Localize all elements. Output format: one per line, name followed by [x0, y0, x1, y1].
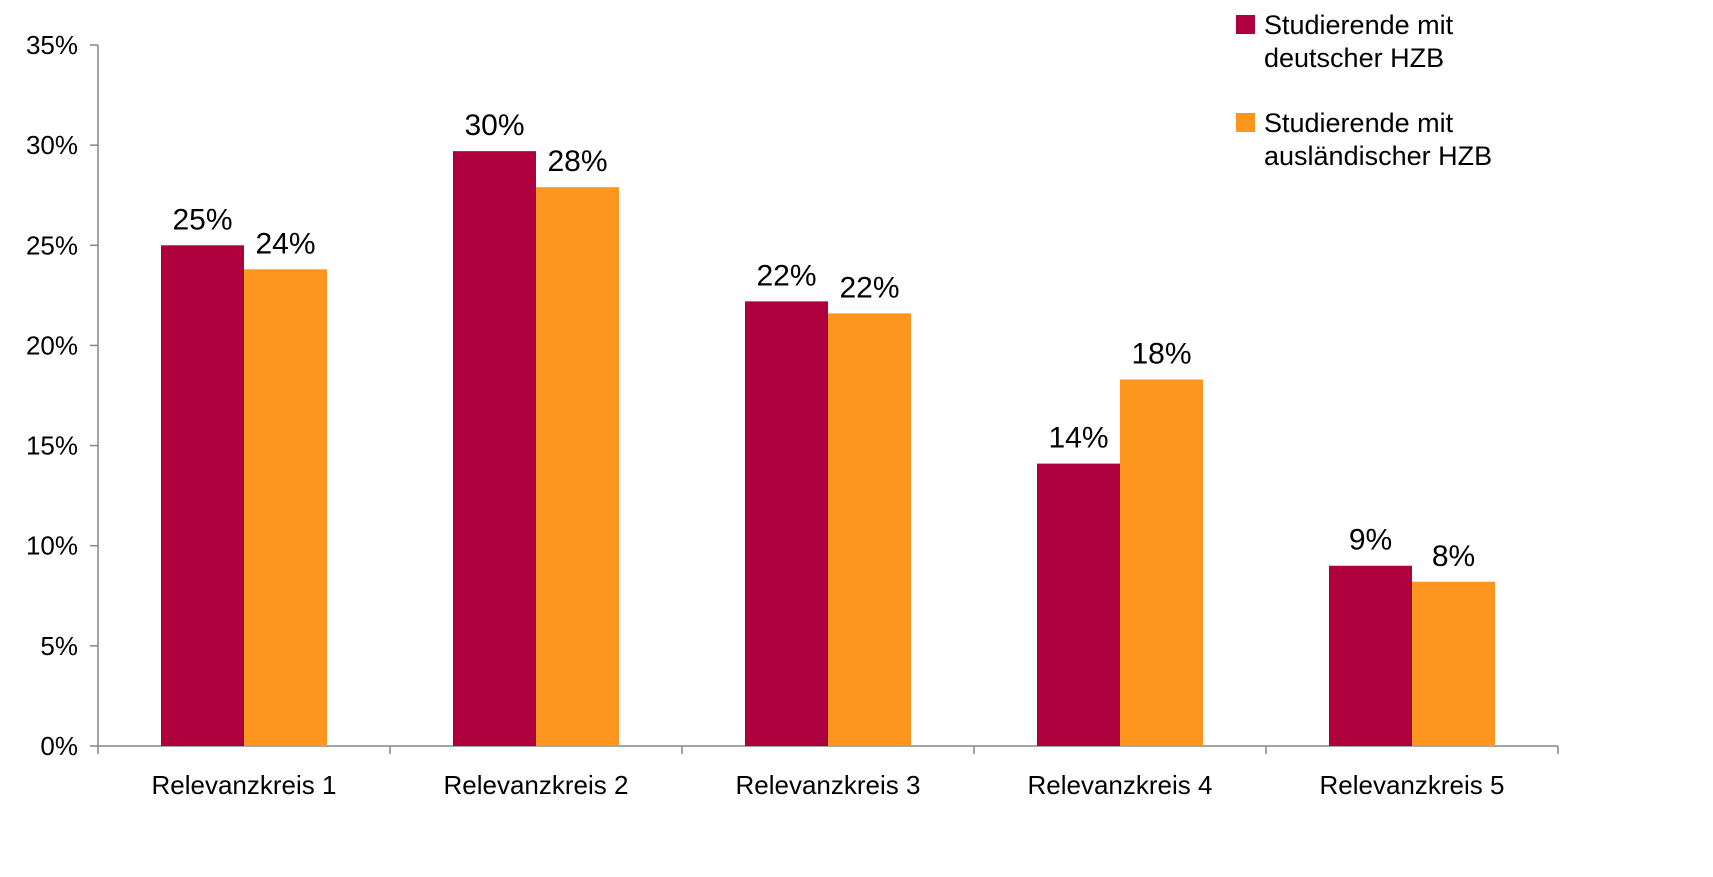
data-label: 18% — [1131, 337, 1191, 370]
data-label: 28% — [547, 145, 607, 178]
data-label: 8% — [1432, 540, 1475, 573]
data-label: 22% — [756, 259, 816, 292]
legend-label: Studierende mit — [1264, 108, 1454, 138]
bar-deutscher-hzb — [161, 245, 244, 747]
legend-label: Studierende mit — [1264, 10, 1454, 40]
axes: 0% 5% 10% 15% 20% 25% 30% 35% Relevanzkreis 1 Rel… — [26, 30, 1559, 800]
bar-deutscher-hzb — [1329, 565, 1412, 746]
data-labels: 25% 30% 22% 14% 9% 24% 28% 22% 18% 8% — [172, 109, 1475, 573]
bar-deutscher-hzb — [745, 301, 828, 746]
legend-swatch — [1236, 15, 1255, 34]
data-label: 22% — [839, 271, 899, 304]
y-tick-label: 15% — [26, 431, 78, 461]
bar-deutscher-hzb — [1037, 463, 1120, 746]
y-tick-label: 0% — [40, 731, 78, 761]
bar-auslaendischer-hzb — [536, 187, 619, 746]
bars — [161, 151, 1495, 747]
data-label: 14% — [1048, 422, 1108, 455]
x-tick-label: Relevanzkreis 3 — [736, 770, 921, 800]
legend-label: deutscher HZB — [1264, 43, 1444, 73]
bar-auslaendischer-hzb — [1120, 379, 1203, 746]
y-tick-label: 30% — [26, 130, 78, 160]
y-tick-label: 35% — [26, 30, 78, 60]
x-tick-label: Relevanzkreis 4 — [1028, 770, 1213, 800]
bar-auslaendischer-hzb — [244, 269, 327, 746]
legend-label: ausländischer HZB — [1264, 141, 1492, 171]
data-label: 30% — [464, 109, 524, 142]
bar-auslaendischer-hzb — [1412, 581, 1495, 746]
y-tick-label: 20% — [26, 330, 78, 360]
bar-auslaendischer-hzb — [828, 313, 911, 746]
legend-swatch — [1236, 113, 1255, 132]
x-tick-label: Relevanzkreis 2 — [444, 770, 629, 800]
y-tick-label: 5% — [40, 631, 78, 661]
x-tick-label: Relevanzkreis 1 — [152, 770, 337, 800]
x-tick-label: Relevanzkreis 5 — [1320, 770, 1505, 800]
data-label: 9% — [1349, 524, 1392, 557]
y-tick-label: 25% — [26, 230, 78, 260]
data-label: 24% — [255, 227, 315, 260]
y-tick-label: 10% — [26, 531, 78, 561]
bar-deutscher-hzb — [453, 151, 536, 746]
data-label: 25% — [172, 203, 232, 236]
